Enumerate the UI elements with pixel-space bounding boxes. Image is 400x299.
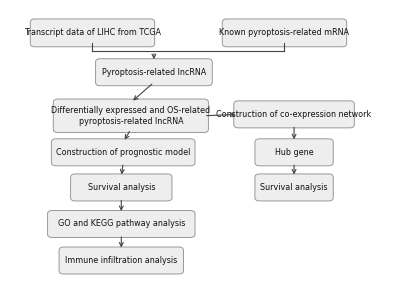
FancyBboxPatch shape (96, 59, 212, 86)
Text: Construction of prognostic model: Construction of prognostic model (56, 148, 190, 157)
FancyBboxPatch shape (255, 139, 333, 166)
FancyBboxPatch shape (70, 174, 172, 201)
FancyBboxPatch shape (30, 19, 155, 47)
Text: Construction of co-expression network: Construction of co-expression network (216, 110, 372, 119)
FancyBboxPatch shape (255, 174, 333, 201)
FancyBboxPatch shape (234, 101, 354, 128)
Text: Immune infiltration analysis: Immune infiltration analysis (65, 256, 178, 265)
FancyBboxPatch shape (53, 99, 208, 132)
Text: Hub gene: Hub gene (275, 148, 313, 157)
FancyBboxPatch shape (59, 247, 184, 274)
Text: Known pyroptosis-related mRNA: Known pyroptosis-related mRNA (220, 28, 350, 37)
Text: Pyroptosis-related lncRNA: Pyroptosis-related lncRNA (102, 68, 206, 77)
FancyBboxPatch shape (51, 139, 195, 166)
Text: Differentially expressed and OS-related
pyroptosis-related lncRNA: Differentially expressed and OS-related … (51, 106, 210, 126)
FancyBboxPatch shape (48, 210, 195, 237)
Text: Survival analysis: Survival analysis (260, 183, 328, 192)
Text: Survival analysis: Survival analysis (88, 183, 155, 192)
Text: Transcript data of LIHC from TCGA: Transcript data of LIHC from TCGA (24, 28, 161, 37)
Text: GO and KEGG pathway analysis: GO and KEGG pathway analysis (58, 219, 185, 228)
FancyBboxPatch shape (222, 19, 347, 47)
